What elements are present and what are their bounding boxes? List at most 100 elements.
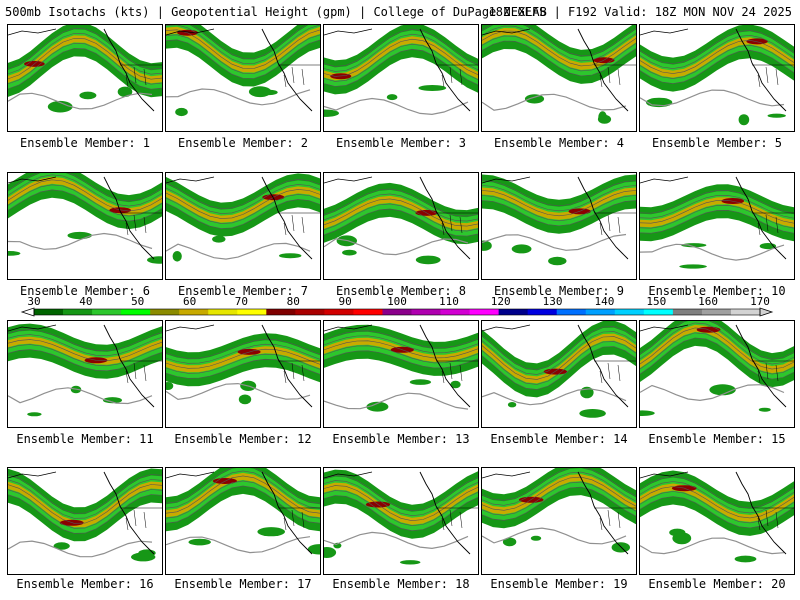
colorbar-tick-label: 80 <box>287 295 300 308</box>
state-borders <box>441 66 463 88</box>
wind-patch <box>548 256 567 266</box>
colorbar-swatch <box>208 309 238 315</box>
height-line <box>324 392 469 410</box>
colorbar-tick-label: 40 <box>79 295 92 308</box>
height-contour <box>640 39 794 74</box>
height-contour <box>166 353 320 374</box>
member-map-17 <box>166 468 320 555</box>
coastline <box>577 176 629 260</box>
wind-patch <box>147 256 162 264</box>
ensemble-panel-10 <box>639 172 795 280</box>
colorbar-tick-label: 70 <box>235 295 248 308</box>
height-contour <box>324 33 478 72</box>
asia-coast <box>482 471 531 479</box>
colorbar-swatch <box>701 309 732 315</box>
wind-patch <box>175 107 188 117</box>
height-contour <box>190 25 308 59</box>
height-contour <box>8 349 162 372</box>
member-label-10: Ensemble Member: 10 <box>648 284 786 298</box>
member-map-18 <box>324 469 478 565</box>
wind-patch <box>672 532 692 545</box>
member-label-20: Ensemble Member: 20 <box>648 577 786 591</box>
wind-patch <box>47 100 73 113</box>
height-contour <box>640 199 794 224</box>
wind-patch <box>679 264 707 269</box>
wind-patch <box>238 394 252 405</box>
height-line <box>166 382 311 401</box>
state-borders <box>599 214 621 236</box>
height-contour <box>8 484 162 524</box>
wind-patch <box>482 240 492 251</box>
state-borders <box>599 509 621 531</box>
header-title: 500mb Isotachs (kts) | Geopotential Heig… <box>5 5 547 19</box>
height-contour <box>8 43 162 85</box>
height-line <box>166 88 311 106</box>
state-borders <box>441 362 463 384</box>
wind-patch <box>248 86 272 98</box>
wind-patch <box>709 384 736 396</box>
height-line <box>640 243 785 261</box>
height-contour <box>324 203 478 232</box>
height-contour <box>8 344 162 367</box>
member-label-5: Ensemble Member: 5 <box>651 136 783 150</box>
state-borders <box>599 66 621 88</box>
state-borders <box>757 214 779 236</box>
height-contour <box>640 209 794 234</box>
coastline <box>103 176 155 260</box>
wind-patch <box>450 380 461 389</box>
height-contour <box>640 189 794 214</box>
colorbar-swatch <box>498 309 529 315</box>
member-map-10 <box>640 176 794 269</box>
height-contour <box>8 329 162 352</box>
coastline <box>261 324 313 408</box>
height-contour <box>166 179 320 209</box>
colorbar-swatch <box>34 309 64 315</box>
wind-patch <box>767 113 786 118</box>
height-contour <box>166 358 320 379</box>
coastline <box>735 176 787 260</box>
height-line <box>482 388 627 406</box>
member-label-14: Ensemble Member: 14 <box>490 432 628 446</box>
jet-band-weak <box>8 468 162 542</box>
height-contour <box>8 179 162 212</box>
ensemble-panel-18 <box>323 467 479 575</box>
wind-patch <box>279 253 302 259</box>
height-contour <box>324 43 478 82</box>
jet-band-mid <box>166 25 320 79</box>
member-map-13 <box>324 324 478 412</box>
asia-coast <box>166 471 215 479</box>
member-label-9: Ensemble Member: 9 <box>493 284 625 298</box>
asia-coast <box>640 176 689 184</box>
state-borders <box>283 362 305 384</box>
ensemble-panel-7 <box>165 172 321 280</box>
ensemble-panel-9 <box>481 172 637 280</box>
height-contour <box>166 338 320 359</box>
height-contour <box>166 470 320 509</box>
height-contour <box>640 29 794 64</box>
colorbar-swatch <box>150 309 180 315</box>
state-borders <box>283 66 305 88</box>
coastline <box>735 324 787 408</box>
height-contour <box>640 322 794 365</box>
height-contour <box>8 189 162 222</box>
height-contour <box>8 479 162 519</box>
asia-coast <box>166 176 215 184</box>
height-contour <box>324 335 478 354</box>
jet-band-weak <box>482 174 636 234</box>
wind-patch <box>117 86 133 97</box>
member-label-4: Ensemble Member: 4 <box>493 136 625 150</box>
state-borders <box>125 362 147 384</box>
jet-core <box>482 474 636 515</box>
height-contour <box>482 346 636 390</box>
coastline <box>261 176 313 260</box>
height-contour <box>166 194 320 224</box>
height-contour <box>482 180 636 207</box>
ensemble-panel-4 <box>481 24 637 132</box>
wind-patch <box>188 538 211 546</box>
member-map-1 <box>8 25 162 113</box>
height-contour <box>166 348 320 369</box>
height-contour <box>166 343 320 364</box>
height-contour <box>482 471 636 506</box>
coastline <box>577 28 629 112</box>
member-label-15: Ensemble Member: 15 <box>648 432 786 446</box>
